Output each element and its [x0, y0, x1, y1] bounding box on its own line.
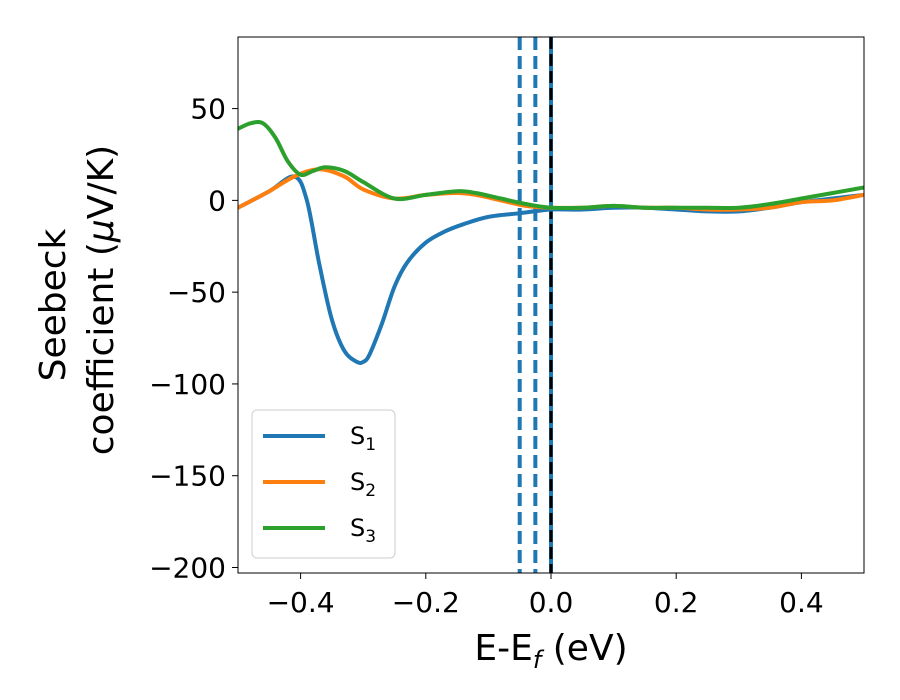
legend-label-s2: S2 [350, 468, 376, 501]
y-tick-label: −200 [149, 551, 226, 584]
y-axis-ticks: 50 0 −50 −100 −150 −200 [149, 93, 238, 584]
x-tick-label: −0.4 [267, 586, 335, 619]
x-tick-label: 0.0 [529, 586, 574, 619]
y-tick-label: −50 [167, 276, 226, 309]
y-axis-title-line1: Seebeck [33, 228, 74, 381]
series-lines [238, 119, 864, 366]
x-axis-title: E-Ef (eV) [474, 628, 627, 674]
x-tick-label: 0.4 [779, 586, 824, 619]
x-tick-label: 0.2 [654, 586, 699, 619]
x-tick-label: −0.2 [392, 586, 460, 619]
y-tick-label: −150 [149, 460, 226, 493]
x-axis-ticks: −0.4 −0.2 0.0 0.2 0.4 [267, 573, 824, 619]
y-axis-title: Seebeck coefficient (μV/K) [33, 145, 122, 455]
legend-label-s1: S1 [350, 422, 376, 455]
y-tick-label: 0 [208, 184, 226, 217]
series-line-s3 [238, 119, 864, 211]
legend-label-s3: S3 [350, 514, 376, 547]
y-tick-label: −100 [149, 368, 226, 401]
legend: S1 S2 S3 [251, 409, 396, 559]
y-tick-label: 50 [190, 93, 226, 126]
y-axis-title-line2: coefficient (μV/K) [81, 145, 122, 455]
reference-lines [517, 37, 553, 573]
